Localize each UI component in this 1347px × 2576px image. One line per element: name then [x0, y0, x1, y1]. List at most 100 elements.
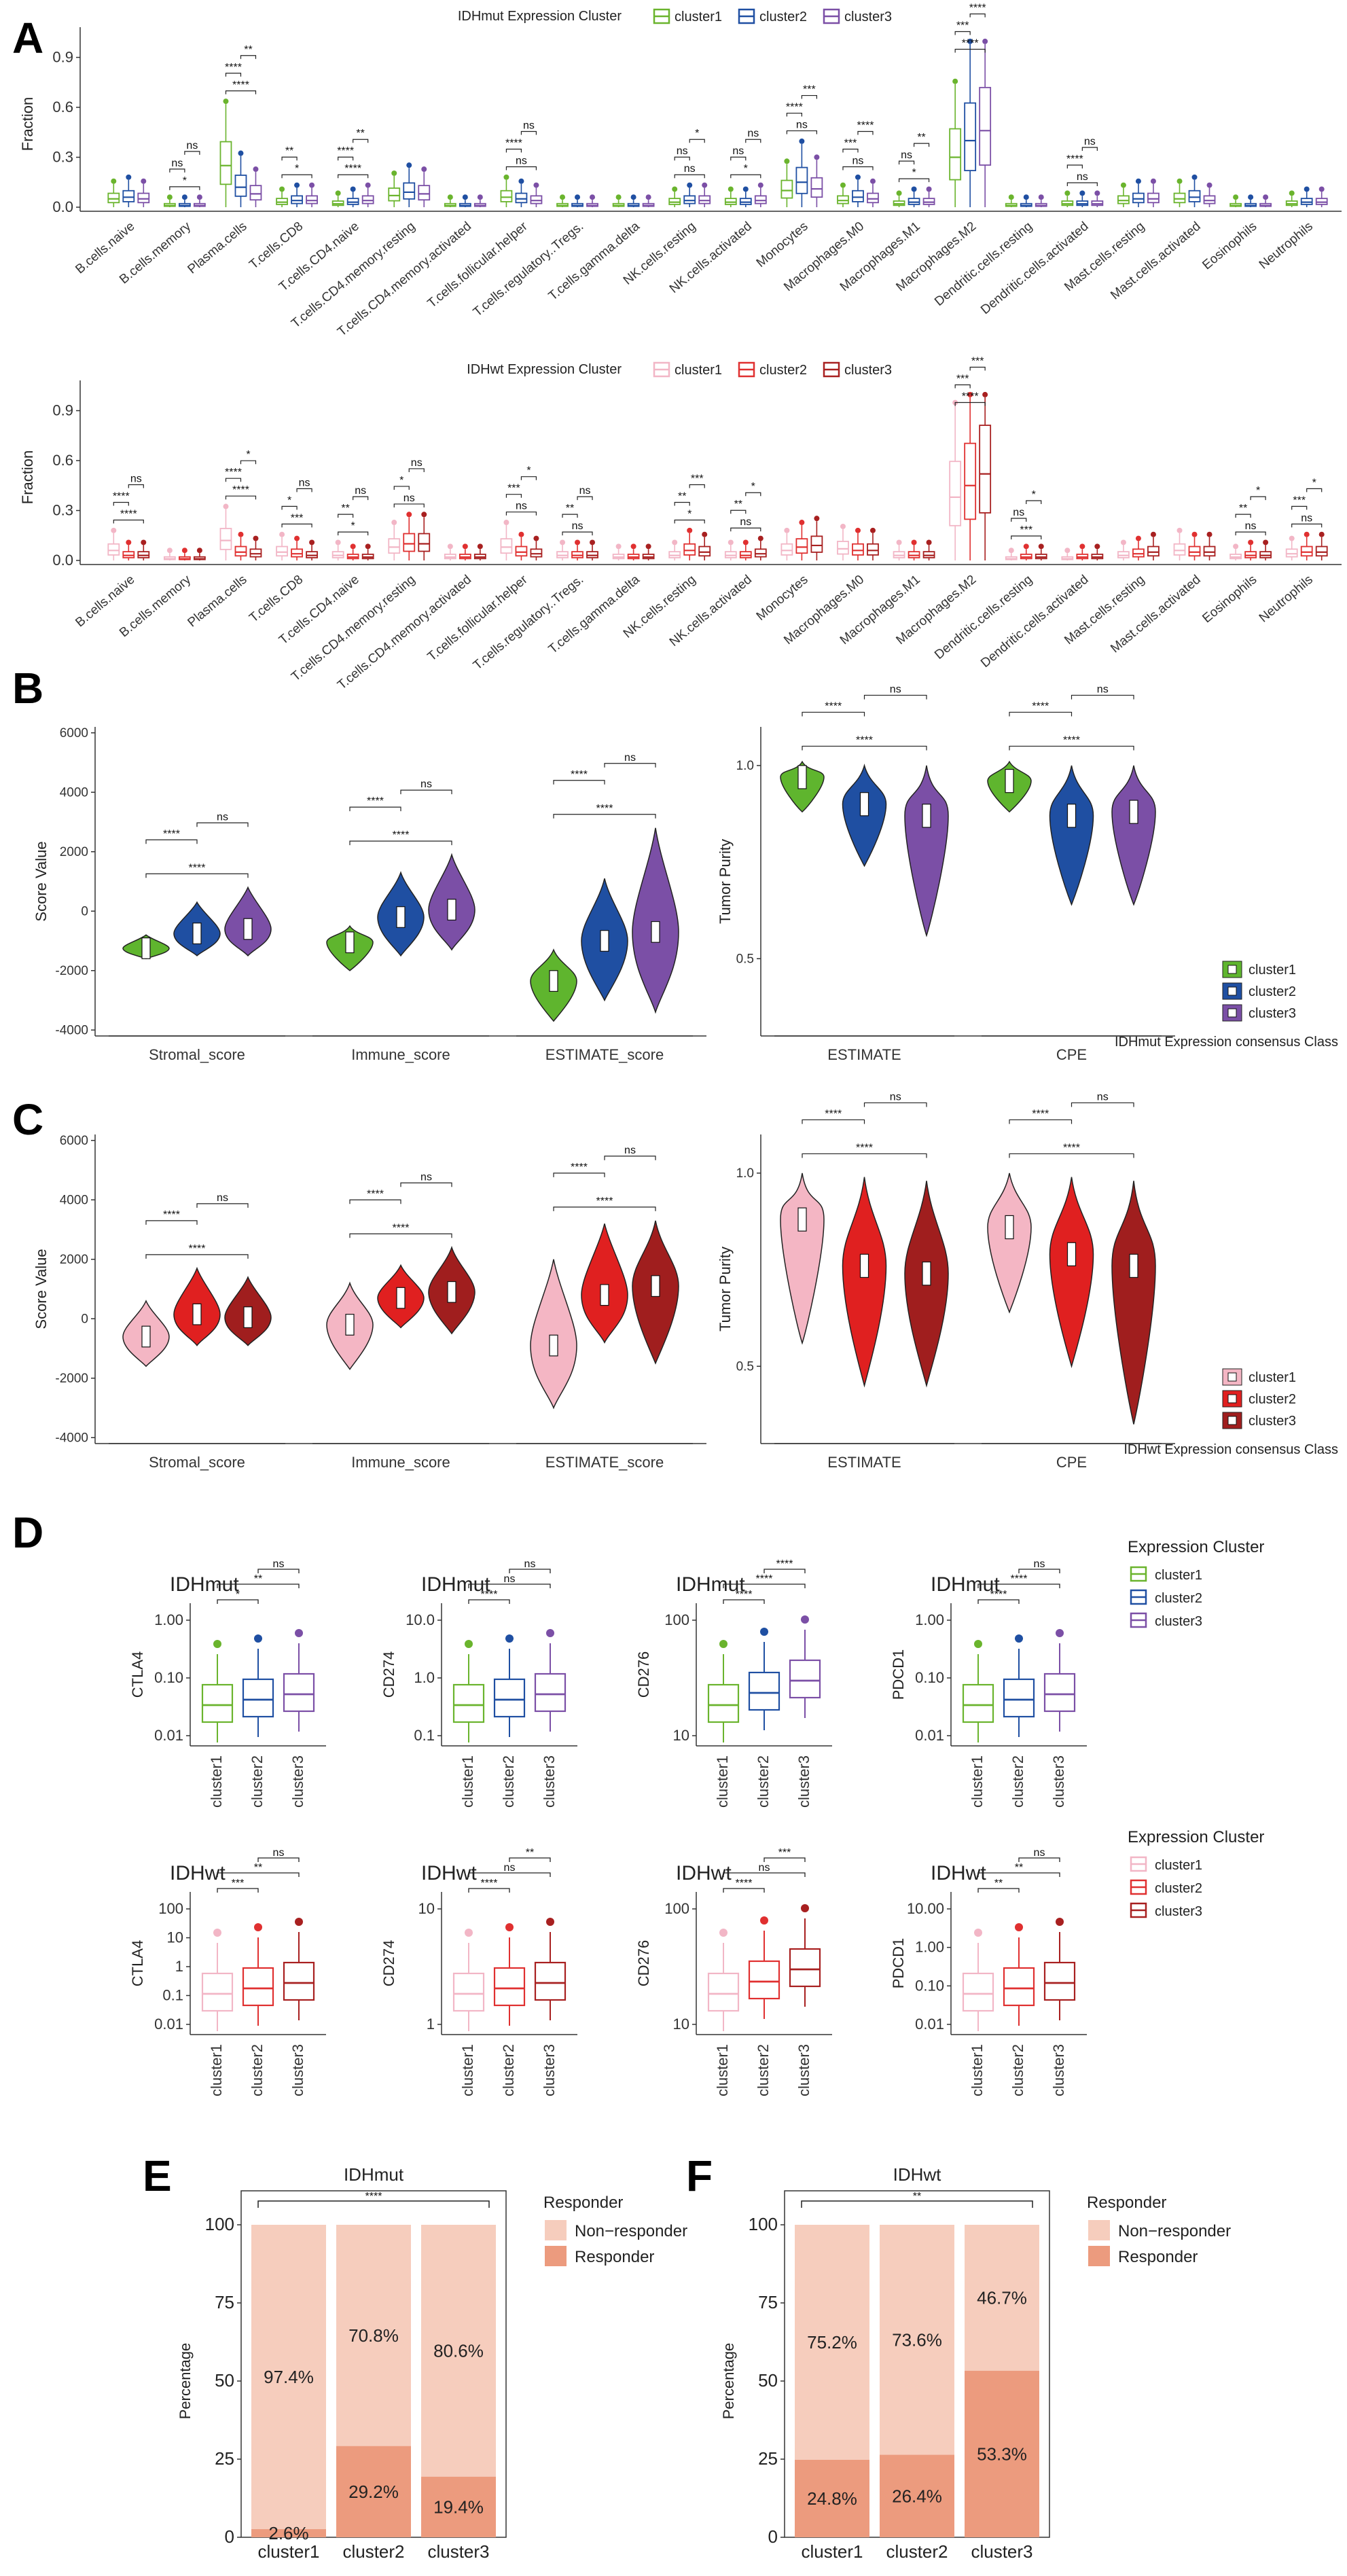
y-tick-label: 0.1 — [414, 1727, 435, 1744]
box-Macrophages.M1-cluster3 — [922, 551, 935, 558]
outlier-point — [503, 174, 509, 180]
y-tick-label: 0 — [81, 1312, 88, 1326]
outlier-point — [1056, 1629, 1064, 1637]
box-Mast.cells.activated-cluster1 — [1173, 543, 1186, 556]
outlier-point — [1248, 539, 1254, 545]
sig-bracket — [353, 496, 369, 501]
x-tick-label: cluster3 — [971, 2541, 1032, 2562]
box-PDCD1-cluster3 — [1043, 1672, 1076, 1713]
legend-item-cluster2 — [1130, 1589, 1147, 1605]
outlier-point — [1094, 190, 1100, 196]
y-tick-label: 0.01 — [154, 2016, 183, 2033]
sig-label: * — [744, 163, 748, 175]
sig-label: **** — [337, 145, 354, 157]
x-tick-label: Monocytes — [754, 573, 811, 624]
bar-label: 29.2% — [348, 2482, 399, 2502]
sig-label: **** — [1066, 154, 1083, 165]
sig-bracket — [1081, 147, 1098, 151]
sig-label: ** — [1239, 503, 1247, 514]
bar-nonresponder-cluster2 — [336, 2225, 411, 2446]
sig-label: ns — [516, 155, 527, 166]
y-tick-label: 10 — [673, 1727, 689, 1744]
y-tick-label: 10 — [418, 1900, 435, 1917]
sig-label: ns — [273, 1847, 285, 1859]
sig-bracket — [225, 495, 257, 500]
outlier-point — [505, 1923, 514, 1931]
box-Mast.cells.activated-cluster3 — [1203, 545, 1216, 557]
sig-bracket — [801, 2200, 1033, 2208]
y-axis-title: Fraction — [19, 97, 36, 151]
legend-key-inner — [1227, 1394, 1237, 1403]
sig-bracket — [674, 174, 705, 179]
sig-bracket — [802, 1119, 865, 1124]
sig-bracket — [338, 531, 369, 536]
sig-label: ** — [678, 490, 686, 502]
outlier-point — [1233, 194, 1239, 200]
legend-label-Responder: Responder — [575, 2248, 654, 2266]
sig-bracket — [730, 527, 761, 532]
sig-label: **** — [962, 38, 979, 50]
sig-label: ns — [732, 145, 744, 157]
y-tick-label: 10 — [673, 2016, 689, 2033]
sig-bracket — [863, 694, 927, 700]
box-CTLA4-cluster1 — [201, 1683, 234, 1723]
legend-item-cluster1 — [653, 8, 670, 24]
box-CD274-cluster2 — [493, 1967, 526, 2007]
violin-box — [345, 1314, 355, 1336]
sig-bracket — [468, 1888, 510, 1893]
sig-bracket — [1009, 1153, 1134, 1158]
box-Mast.cells.resting-cluster3 — [1147, 192, 1160, 204]
y-tick-label: 0.3 — [52, 502, 73, 519]
x-tick-label: cluster1 — [969, 1755, 986, 1808]
sig-label: **** — [571, 1162, 588, 1173]
violin-box — [141, 937, 151, 959]
sig-bracket — [128, 484, 144, 488]
outlier-point — [294, 182, 300, 188]
sig-bracket — [913, 143, 930, 147]
outlier-point — [1038, 194, 1044, 200]
violin-box — [651, 920, 660, 943]
sig-label: ** — [341, 503, 349, 514]
legend-label-Non−responder: Non−responder — [1118, 2222, 1231, 2240]
box-PDCD1-cluster1 — [962, 1972, 994, 2012]
outlier-point — [1038, 543, 1044, 550]
y-axis-title: Percentage — [177, 2343, 194, 2420]
panel-D-title: IDHwt — [931, 1862, 986, 1884]
box-Mast.cells.resting-cluster1 — [1117, 551, 1130, 558]
sig-bracket — [393, 503, 425, 507]
outlier-point — [1289, 535, 1295, 541]
outlier-point — [421, 512, 427, 518]
box-T.cells.follicular.helper-cluster1 — [500, 190, 513, 202]
box-T.cells.follicular.helper-cluster2 — [515, 192, 528, 204]
sig-label: ns — [411, 457, 423, 469]
sig-label: **** — [163, 828, 180, 840]
box-B.cells.naive-cluster3 — [137, 551, 150, 558]
box-T.cells.CD4.naive-cluster2 — [346, 198, 359, 205]
panel-label-D: D — [12, 1508, 43, 1557]
x-tick-label: Dendritic.cells.activated — [978, 573, 1091, 670]
sig-label: **** — [756, 1573, 773, 1585]
legend-label-cluster3: cluster3 — [844, 10, 892, 24]
legend-label-Non−responder: Non−responder — [575, 2222, 687, 2240]
box-Neutrophils-cluster3 — [1315, 545, 1328, 557]
sig-bracket — [689, 484, 705, 488]
outlier-point — [1318, 531, 1325, 537]
sig-bracket — [520, 476, 537, 480]
outlier-point — [181, 548, 187, 554]
sig-bracket — [954, 401, 986, 406]
sig-label: **** — [113, 490, 130, 502]
legend-item-cluster2 — [1130, 1879, 1147, 1895]
box-NK.cells.activated-cluster2 — [739, 551, 752, 558]
box-Macrophages.M0-cluster1 — [837, 195, 849, 204]
sig-bracket — [145, 839, 198, 844]
outlier-point — [615, 194, 622, 200]
x-tick-label: T.cells.regulatory..Tregs. — [471, 219, 586, 320]
box-B.cells.naive-cluster2 — [122, 551, 135, 558]
x-tick-label: Eosinophils — [1200, 219, 1259, 273]
bar-label: 70.8% — [348, 2325, 399, 2346]
legend-item-cluster2 — [738, 8, 755, 24]
x-tick-label: Plasma.cells — [185, 219, 249, 277]
legend-label-cluster3: cluster3 — [1155, 1904, 1202, 1919]
violin-ESTIMATE-cluster2 — [842, 1177, 887, 1388]
outlier-point — [911, 186, 917, 192]
